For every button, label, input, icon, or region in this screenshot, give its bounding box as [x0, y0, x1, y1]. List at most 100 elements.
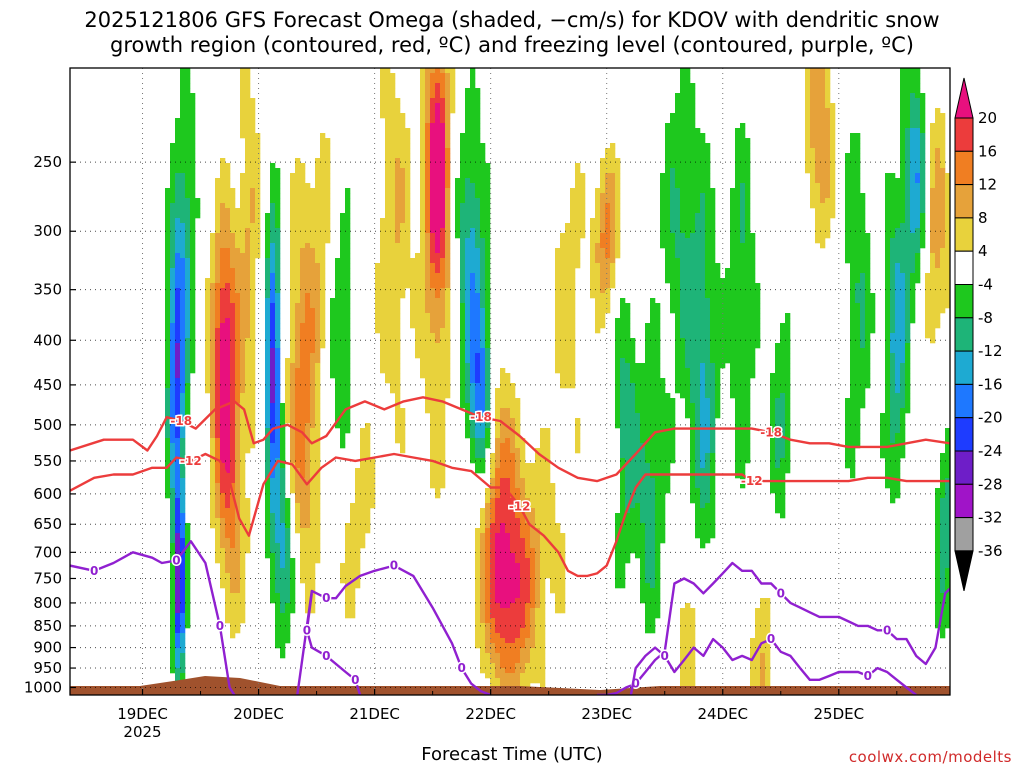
- omega-cell: [855, 163, 861, 169]
- omega-cell: [910, 258, 916, 264]
- omega-cell: [600, 253, 606, 259]
- omega-cell: [300, 393, 306, 399]
- omega-cell: [860, 278, 866, 284]
- omega-cell: [680, 233, 686, 239]
- omega-cell: [900, 283, 906, 289]
- omega-cell: [435, 243, 441, 249]
- omega-cell: [320, 218, 326, 224]
- omega-cell: [900, 108, 906, 114]
- omega-cell: [255, 228, 261, 234]
- omega-cell: [710, 388, 716, 394]
- omega-cell: [895, 208, 901, 214]
- omega-cell: [210, 378, 216, 384]
- omega-cell: [725, 298, 731, 304]
- omega-cell: [885, 343, 891, 349]
- omega-cell: [930, 123, 936, 129]
- omega-cell: [645, 363, 651, 369]
- omega-cell: [470, 163, 476, 169]
- omega-cell: [170, 343, 176, 349]
- omega-cell: [595, 223, 601, 229]
- omega-cell: [430, 188, 436, 194]
- omega-cell: [690, 168, 696, 174]
- omega-cell: [430, 173, 436, 179]
- omega-cell: [595, 198, 601, 204]
- omega-cell: [700, 258, 706, 264]
- omega-cell: [555, 288, 561, 294]
- omega-cell: [385, 243, 391, 249]
- omega-cell: [440, 233, 446, 239]
- omega-cell: [190, 353, 196, 359]
- omega-cell: [805, 148, 811, 154]
- omega-cell: [475, 178, 481, 184]
- omega-cell: [720, 313, 726, 319]
- omega-cell: [890, 228, 896, 234]
- omega-cell: [685, 118, 691, 124]
- omega-cell: [175, 403, 181, 409]
- omega-cell: [730, 298, 736, 304]
- omega-cell: [345, 193, 351, 199]
- omega-cell: [310, 248, 316, 254]
- omega-cell: [600, 193, 606, 199]
- omega-cell: [485, 378, 491, 384]
- omega-cell: [930, 328, 936, 334]
- omega-cell: [170, 288, 176, 294]
- omega-cell: [295, 368, 301, 374]
- omega-cell: [865, 318, 871, 324]
- omega-cell: [245, 333, 251, 339]
- omega-cell: [855, 233, 861, 239]
- omega-cell: [920, 218, 926, 224]
- omega-cell: [450, 68, 456, 74]
- omega-cell: [470, 368, 476, 374]
- omega-cell: [890, 303, 896, 309]
- omega-cell: [670, 158, 676, 164]
- omega-cell: [655, 328, 661, 334]
- omega-cell: [390, 378, 396, 384]
- omega-cell: [270, 283, 276, 289]
- omega-cell: [895, 318, 901, 324]
- omega-cell: [385, 163, 391, 169]
- omega-cell: [855, 168, 861, 174]
- omega-cell: [575, 183, 581, 189]
- omega-cell: [740, 303, 746, 309]
- omega-cell: [485, 268, 491, 274]
- omega-cell: [440, 143, 446, 149]
- omega-cell: [725, 278, 731, 284]
- omega-cell: [430, 238, 436, 244]
- omega-cell: [645, 348, 651, 354]
- omega-cell: [855, 193, 861, 199]
- omega-cell: [635, 393, 641, 399]
- omega-cell: [475, 198, 481, 204]
- omega-cell: [830, 118, 836, 124]
- omega-cell: [440, 153, 446, 159]
- omega-cell: [485, 168, 491, 174]
- omega-cell: [900, 323, 906, 329]
- omega-cell: [505, 393, 511, 399]
- omega-cell: [605, 258, 611, 264]
- omega-cell: [690, 303, 696, 309]
- omega-cell: [220, 318, 226, 324]
- omega-cell: [740, 148, 746, 154]
- omega-cell: [745, 293, 751, 299]
- omega-cell: [900, 353, 906, 359]
- omega-cell: [665, 403, 671, 409]
- omega-cell: [645, 378, 651, 384]
- omega-cell: [475, 353, 481, 359]
- omega-cell: [425, 98, 431, 104]
- omega-cell: [315, 298, 321, 304]
- omega-cell: [175, 263, 181, 269]
- omega-cell: [695, 243, 701, 249]
- omega-cell: [735, 343, 741, 349]
- omega-cell: [435, 278, 441, 284]
- omega-cell: [615, 358, 621, 364]
- omega-cell: [450, 88, 456, 94]
- omega-cell: [190, 208, 196, 214]
- omega-cell: [805, 78, 811, 84]
- omega-cell: [905, 163, 911, 169]
- omega-cell: [165, 238, 171, 244]
- omega-cell: [820, 193, 826, 199]
- omega-cell: [165, 383, 171, 389]
- omega-cell: [710, 238, 716, 244]
- omega-cell: [175, 368, 181, 374]
- omega-cell: [175, 343, 181, 349]
